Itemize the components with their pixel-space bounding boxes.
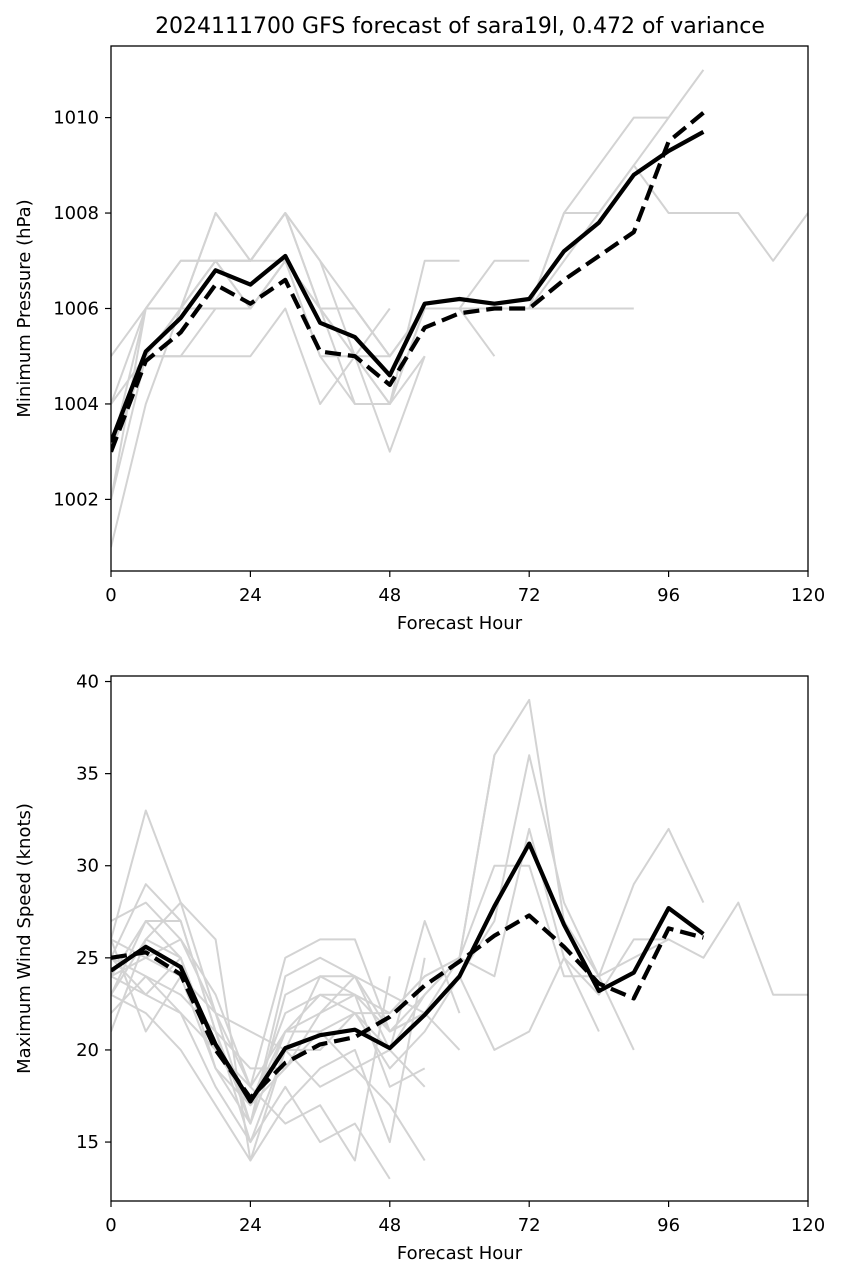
x-tick-label: 72 <box>518 585 541 606</box>
x-tick-label: 48 <box>378 585 401 606</box>
y-tick-label: 1006 <box>53 299 99 320</box>
member-series-line <box>111 117 670 500</box>
x-tick-label: 0 <box>105 585 116 606</box>
y-tick-label: 15 <box>76 1132 99 1153</box>
plot-area <box>111 69 808 548</box>
x-tick-label: 24 <box>239 1215 262 1236</box>
member-series-line <box>111 901 426 1162</box>
y-axis-label: Maximum Wind Speed (knots) <box>14 803 35 1074</box>
y-tick-label: 20 <box>76 1040 99 1061</box>
x-tick-label: 120 <box>791 585 825 606</box>
y-tick-label: 35 <box>76 764 99 785</box>
chart-title: 2024111700 GFS forecast of sara19l, 0.47… <box>155 14 765 39</box>
member-series-line <box>111 938 461 1125</box>
x-tick-label: 48 <box>378 1215 401 1236</box>
x-tick-label: 96 <box>657 1215 680 1236</box>
x-tick-label: 120 <box>791 1215 825 1236</box>
member-series-line <box>111 957 426 1162</box>
pressure-panel: 0 24 48 72 96 120 1002 1004 1006 1008 1010 Forecast… <box>14 45 825 634</box>
plot-area <box>111 698 808 1180</box>
x-tick-label: 0 <box>105 1215 116 1236</box>
reconstruction-series-line <box>111 913 704 1100</box>
wind-panel: 0 24 48 72 96 120 15 20 25 30 35 40 Forecast Hour Max… <box>14 672 825 1264</box>
x-tick-label: 72 <box>518 1215 541 1236</box>
mean-series-line <box>111 130 705 443</box>
y-tick-label: 25 <box>76 948 99 969</box>
member-series-line <box>111 920 461 1070</box>
x-tick-label: 96 <box>657 585 680 606</box>
x-tick-label: 24 <box>239 585 262 606</box>
y-tick-label: 1004 <box>53 394 99 415</box>
y-axis-label: Minimum Pressure (hPa) <box>14 199 35 417</box>
reconstruction-series-line <box>111 111 705 453</box>
x-axis-label: Forecast Hour <box>397 613 523 634</box>
y-tick-label: 1010 <box>53 108 99 129</box>
x-axis-label: Forecast Hour <box>397 1243 523 1264</box>
y-tick-label: 40 <box>76 672 99 693</box>
y-tick-label: 1008 <box>53 203 99 224</box>
member-series-line <box>111 975 391 1162</box>
y-tick-label: 30 <box>76 856 99 877</box>
mean-series-line <box>111 841 705 1104</box>
y-tick-label: 1002 <box>53 489 99 510</box>
member-series-line <box>111 307 426 453</box>
plot-frame <box>110 675 809 1202</box>
